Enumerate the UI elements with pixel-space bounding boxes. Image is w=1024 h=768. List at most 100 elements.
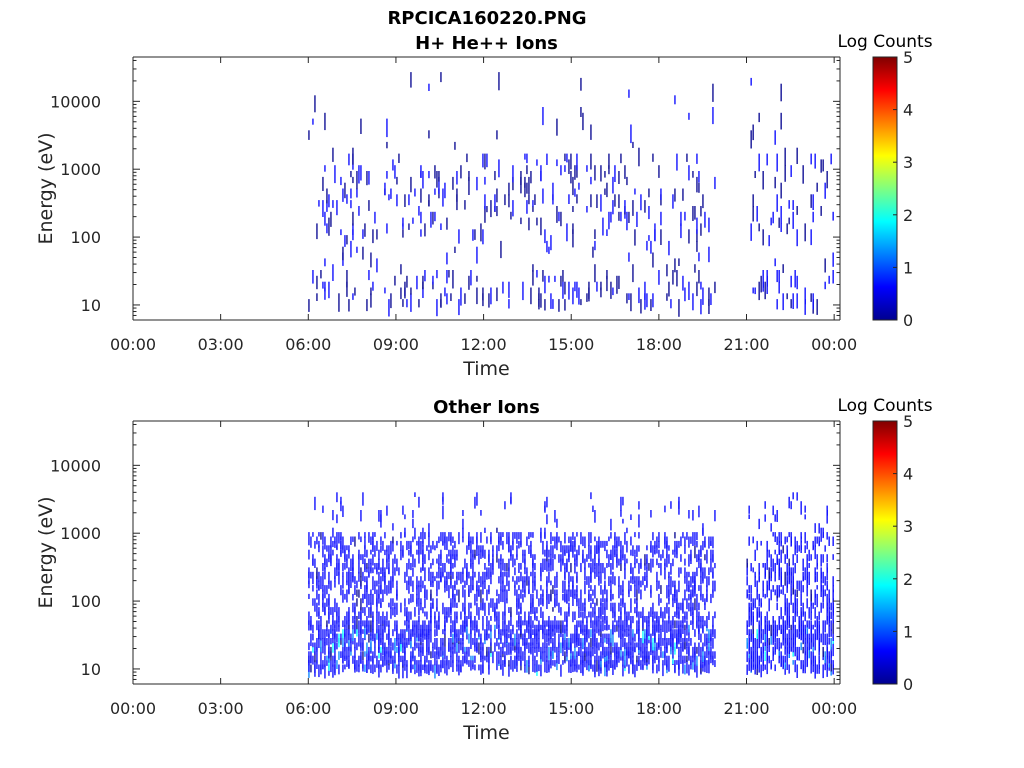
spectrogram-cell (546, 660, 548, 673)
spectrogram-cell (662, 611, 664, 622)
spectrogram-cell (696, 281, 698, 297)
spectrogram-cell (348, 580, 350, 595)
spectrogram-cell (808, 638, 810, 651)
spectrogram-cell (392, 607, 394, 616)
spectrogram-cell (528, 576, 530, 586)
spectrogram-cell (682, 624, 684, 634)
spectrogram-cell (778, 616, 780, 624)
spectrogram-cell (564, 153, 566, 162)
spectrogram-cell (590, 545, 592, 555)
spectrogram-cell (530, 633, 532, 647)
spectrogram-cell (336, 514, 338, 524)
spectrogram-cell (678, 620, 680, 634)
spectrogram-cell (792, 554, 794, 566)
spectrogram-cell (530, 616, 532, 629)
spectrogram-cell (800, 501, 802, 515)
spectrogram-cell (564, 165, 566, 172)
spectrogram-cell (608, 536, 610, 542)
spectrogram-cell (370, 563, 372, 572)
spectrogram-cell (414, 624, 416, 635)
spectrogram-cell (536, 589, 538, 599)
spectrogram-cell (570, 664, 572, 673)
spectrogram-cell (482, 229, 484, 245)
spectrogram-cell (582, 602, 584, 612)
spectrogram-cell (542, 593, 544, 605)
spectrogram-cell (366, 660, 368, 673)
spectrogram-cell (598, 655, 600, 670)
spectrogram-cell (642, 655, 644, 669)
spectrogram-cell (784, 664, 786, 675)
spectrogram-cell (324, 536, 326, 550)
spectrogram-cell (714, 651, 716, 659)
spectrogram-cell (816, 593, 818, 608)
spectrogram-cell (418, 620, 420, 630)
spectrogram-cell (440, 293, 442, 308)
spectrogram-cell (580, 107, 582, 117)
spectrogram-cell (532, 264, 534, 272)
spectrogram-cell (460, 660, 462, 673)
spectrogram-cell (378, 571, 380, 585)
spectrogram-cell (690, 620, 692, 625)
spectrogram-cell (310, 536, 312, 548)
spectrogram-cell (826, 602, 828, 612)
spectrogram-cell (804, 664, 806, 674)
spectrogram-cell (706, 624, 708, 632)
spectrogram-cell (706, 633, 708, 645)
spectrogram-cell (400, 549, 402, 561)
spectrogram-cell (508, 660, 510, 667)
spectrogram-cell (688, 165, 690, 181)
spectrogram-cell (782, 620, 784, 634)
spectrogram-cell (620, 598, 622, 607)
spectrogram-cell (528, 611, 530, 625)
x-tick-label: 18:00 (636, 335, 682, 354)
spectrogram-cell (346, 554, 348, 561)
spectrogram-cell (634, 585, 636, 598)
spectrogram-cell (352, 567, 354, 582)
spectrogram-cell (832, 576, 834, 587)
spectrogram-cell (658, 563, 660, 568)
spectrogram-cell (312, 532, 314, 537)
spectrogram-cell (356, 624, 358, 637)
spectrogram-cell (400, 629, 402, 643)
spectrogram-cell (362, 620, 364, 627)
spectrogram-cell (490, 638, 492, 646)
spectrogram-cell (324, 602, 326, 616)
spectrogram-cell (318, 540, 320, 548)
spectrogram-cell (758, 571, 760, 583)
spectrogram-cell (432, 540, 434, 550)
spectrogram-cell (828, 607, 830, 621)
spectrogram-cell (350, 536, 352, 545)
spectrogram-cell (342, 563, 344, 572)
spectrogram-cell (790, 165, 792, 177)
spectrogram-cell (382, 567, 384, 582)
spectrogram-cell (748, 585, 750, 594)
spectrogram-cell (462, 633, 464, 641)
spectrogram-cell (574, 558, 576, 566)
spectrogram-cell (368, 567, 370, 578)
spectrogram-cell (478, 629, 480, 637)
spectrogram-cell (396, 194, 398, 207)
spectrogram-cell (332, 620, 334, 631)
spectrogram-cell (646, 554, 648, 564)
spectrogram-cell (764, 501, 766, 509)
spectrogram-cell (330, 580, 332, 591)
spectrogram-cell (386, 505, 388, 516)
spectrogram-cell (308, 593, 310, 599)
spectrogram-cell (572, 651, 574, 664)
spectrogram-cell (788, 200, 790, 209)
spectrogram-cell (758, 593, 760, 602)
spectrogram-cell (338, 571, 340, 585)
spectrogram-cell (746, 624, 748, 635)
spectrogram-cell (672, 558, 674, 567)
spectrogram-cell (486, 616, 488, 626)
spectrogram-cell (602, 540, 604, 548)
spectrogram-cell (748, 602, 750, 613)
x-tick-label: 12:00 (461, 335, 507, 354)
spectrogram-cell (766, 558, 768, 570)
spectrogram-cell (412, 554, 414, 567)
spectrogram-cell (780, 540, 782, 547)
spectrogram-cell (576, 153, 578, 171)
spectrogram-cell (652, 293, 654, 308)
spectrogram-cell (610, 211, 612, 223)
spectrogram-cell (366, 642, 368, 654)
